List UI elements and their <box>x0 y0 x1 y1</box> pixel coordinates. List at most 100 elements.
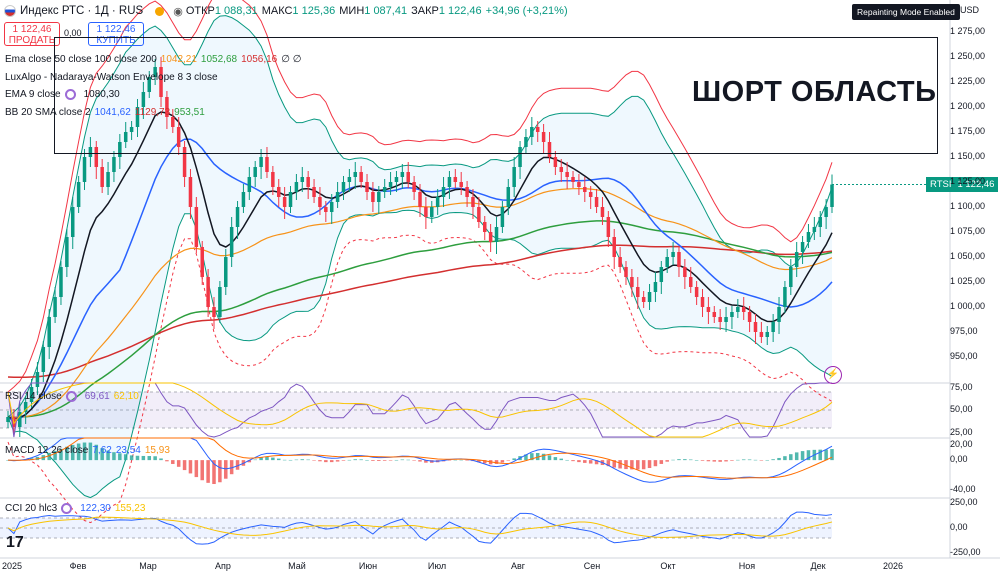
rsi-legend[interactable]: RSI 14 close 69,61 62,10 <box>5 390 139 403</box>
candle <box>683 267 687 277</box>
symbol-title[interactable]: Индекс РТС · 1Д · RUS <box>20 5 144 17</box>
tradingview-logo-icon: 17 <box>6 534 24 551</box>
macd-hist-bar <box>577 460 581 463</box>
candle <box>636 287 640 297</box>
short-zone-rectangle[interactable] <box>54 37 938 154</box>
candle <box>641 297 646 302</box>
candle <box>706 307 711 312</box>
candle <box>518 147 522 167</box>
candle <box>294 182 299 192</box>
price-tick-label: 1 100,00 <box>950 201 986 211</box>
ema100-line <box>7 220 833 418</box>
candle <box>688 277 693 287</box>
buy-price: 1 122,46 <box>96 24 136 35</box>
macd-hist-bar <box>335 460 340 462</box>
macd-hist-bar <box>553 457 558 461</box>
macd-hist-bar <box>382 460 387 461</box>
candle <box>200 247 204 277</box>
ema-empty-values: ∅ ∅ <box>281 54 302 65</box>
macd-hist-bar <box>653 460 658 467</box>
candle <box>435 197 440 207</box>
macd-hist-bar <box>671 459 675 461</box>
luxalgo-legend[interactable]: LuxAlgo - Nadaraya-Watson Envelope 8 3 c… <box>5 71 218 84</box>
macd-hist-bar <box>447 460 452 461</box>
macd-hist-bar <box>106 450 110 461</box>
candle <box>494 227 499 242</box>
time-tick-label: Мар <box>139 561 157 571</box>
macd-hist-bar <box>377 460 381 461</box>
macd-hist-bar <box>771 459 775 461</box>
macd-hist-bar <box>388 460 393 461</box>
ema-legend-title: Ema close 50 close 100 close 200 <box>5 54 157 65</box>
candle <box>535 127 540 132</box>
macd-hist-bar <box>329 460 334 463</box>
alert-bolt-icon[interactable]: ⚡ <box>824 366 842 384</box>
currency-label[interactable]: USD <box>960 5 980 15</box>
macd-hist-bar <box>129 455 134 461</box>
macd-hist-bar <box>530 453 534 461</box>
macd-hist-bar <box>594 460 599 465</box>
candle <box>447 177 452 187</box>
macd-hist-bar <box>235 460 240 470</box>
candle <box>482 222 487 232</box>
candle <box>312 187 316 197</box>
macd-hist-bar <box>406 459 410 461</box>
macd-signal-value: 23,54 <box>115 445 141 456</box>
cci-value: 122,30 <box>80 503 111 514</box>
time-tick-label: Ноя <box>738 561 756 571</box>
price-tick-label: 1 000,00 <box>950 301 986 311</box>
macd-hist-bar <box>59 448 63 461</box>
macd-hist-bar <box>341 460 346 461</box>
bb-legend[interactable]: BB 20 SMA close 2 1041,62 1129,73 953,51 <box>5 106 205 119</box>
bb-upper-line <box>7 15 833 418</box>
candle <box>118 142 122 157</box>
price-tick-label: 1 225,00 <box>950 76 986 86</box>
candle <box>76 182 81 207</box>
macd-hist-bar <box>182 460 187 471</box>
cci-legend[interactable]: CCI 20 hlc3 122,30 155,23 <box>5 502 145 515</box>
macd-hist-bar <box>747 459 752 461</box>
russia-flag-icon <box>4 5 16 17</box>
ema9-legend[interactable]: EMA 9 close 1080,30 <box>5 88 120 101</box>
candle <box>165 97 169 117</box>
candle <box>671 252 675 257</box>
price-tick-label: 1 275,00 <box>950 26 986 36</box>
candle <box>29 387 34 402</box>
indicator-tick-label: -40,00 <box>950 483 976 494</box>
macd-hist-bar <box>730 460 734 461</box>
macd-hist-bar <box>288 459 293 461</box>
cci-legend-title: CCI 20 hlc3 <box>5 503 58 514</box>
macd-legend[interactable]: MACD 12 26 close 7,62 23,54 15,93 <box>5 444 170 457</box>
time-tick-label: Апр <box>215 561 231 571</box>
candle <box>477 207 481 222</box>
candle <box>718 317 722 322</box>
macd-hist-bar <box>683 459 687 461</box>
candle <box>553 157 558 167</box>
macd-hist-bar <box>412 460 416 461</box>
candle <box>630 277 634 287</box>
eye-icon[interactable]: ◉ <box>173 5 183 18</box>
candle <box>406 172 410 182</box>
indicator-tick-label: -250,00 <box>950 547 981 557</box>
macd-hist-bar <box>482 460 487 464</box>
open-label: ОТКР <box>185 5 215 17</box>
macd-hist-bar <box>630 460 634 470</box>
sell-label: ПРОДАТЬ <box>8 35 56 46</box>
candle <box>747 312 752 322</box>
macd-hist-bar <box>135 455 140 461</box>
candle <box>206 277 210 307</box>
ema-legend[interactable]: Ema close 50 close 100 close 200 1042,21… <box>5 53 301 66</box>
macd-hist-bar <box>188 460 193 474</box>
sell-button[interactable]: 1 122,46 ПРОДАТЬ <box>4 22 60 46</box>
candle <box>329 202 334 212</box>
macd-hist-bar <box>547 455 552 461</box>
buy-button[interactable]: 1 122,46 КУПИТЬ <box>88 22 144 46</box>
candle <box>600 207 605 217</box>
bb-basis-value: 1041,62 <box>94 107 131 118</box>
macd-hist-bar <box>65 446 69 461</box>
macd-hist-bar <box>647 460 652 469</box>
candle <box>700 297 705 307</box>
candle <box>382 187 387 192</box>
macd-hist-bar <box>724 460 728 462</box>
